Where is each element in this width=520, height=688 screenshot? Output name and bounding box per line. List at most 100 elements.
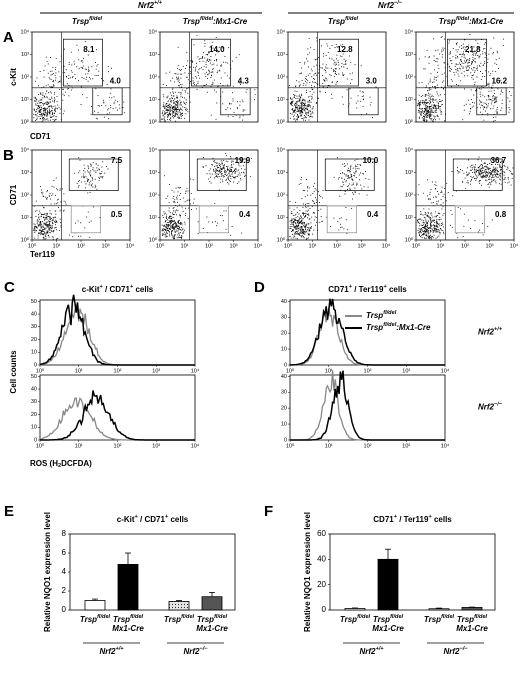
event-dot	[295, 216, 297, 218]
event-dot	[465, 66, 467, 68]
event-dot	[428, 100, 430, 102]
event-dot	[90, 164, 92, 166]
event-dot	[349, 171, 351, 173]
event-dot	[108, 96, 110, 98]
event-dot	[312, 200, 314, 201]
event-dot	[291, 105, 293, 107]
event-dot	[239, 101, 241, 103]
event-dot	[354, 173, 356, 175]
event-dot	[227, 169, 229, 171]
event-dot	[182, 197, 184, 199]
event-dot	[436, 191, 438, 192]
event-dot	[468, 172, 470, 174]
event-dot	[427, 216, 429, 218]
event-dot	[174, 81, 176, 83]
event-dot	[335, 44, 337, 46]
event-dot	[343, 166, 345, 167]
event-dot	[487, 226, 489, 228]
event-dot	[180, 96, 182, 98]
event-dot	[86, 76, 88, 78]
event-dot	[308, 214, 310, 216]
event-dot	[177, 210, 179, 212]
event-dot	[429, 231, 431, 233]
event-dot	[490, 99, 492, 101]
event-dot	[441, 86, 442, 88]
text-part: Nrf2	[138, 1, 155, 10]
event-dot	[166, 235, 168, 237]
event-dot	[204, 57, 206, 59]
event-dot	[55, 79, 56, 81]
event-dot	[490, 174, 492, 176]
event-dot	[432, 107, 434, 108]
event-dot	[227, 62, 229, 64]
event-dot	[446, 182, 448, 184]
event-dot	[162, 94, 164, 96]
event-dot	[455, 84, 457, 85]
x-tick-label: 10³	[152, 368, 160, 374]
event-dot	[45, 214, 47, 216]
event-dot	[46, 114, 48, 116]
event-dot	[431, 235, 433, 237]
event-dot	[312, 233, 314, 235]
event-dot	[499, 179, 501, 181]
event-dot	[477, 167, 479, 168]
event-dot	[219, 69, 221, 71]
event-dot	[293, 218, 295, 220]
event-dot	[171, 225, 173, 227]
event-dot	[478, 172, 480, 174]
event-dot	[437, 58, 439, 60]
event-dot	[428, 111, 430, 113]
event-dot	[301, 108, 303, 110]
text-part: Trsp	[457, 615, 474, 624]
event-dot	[219, 166, 221, 168]
event-dot	[425, 94, 427, 96]
event-dot	[89, 78, 91, 80]
event-dot	[330, 67, 332, 69]
gate	[70, 205, 101, 234]
event-dot	[52, 220, 54, 222]
event-dot	[51, 70, 53, 72]
event-dot	[231, 225, 233, 227]
event-dot	[42, 214, 44, 215]
event-dot	[430, 113, 432, 115]
event-dot	[301, 67, 303, 69]
event-dot	[488, 95, 490, 96]
event-dot	[451, 86, 453, 88]
event-dot	[184, 223, 186, 225]
event-dot	[480, 88, 482, 90]
event-dot	[169, 212, 171, 214]
event-dot	[486, 164, 488, 166]
event-dot	[428, 198, 430, 200]
event-dot	[471, 177, 473, 179]
event-dot	[212, 83, 214, 85]
event-dot	[179, 236, 181, 238]
event-dot	[294, 104, 295, 106]
event-dot	[493, 168, 495, 170]
event-dot	[235, 168, 237, 170]
event-dot	[480, 79, 482, 80]
event-dot	[46, 217, 48, 219]
event-dot	[341, 226, 343, 228]
event-dot	[474, 177, 476, 179]
text-part: Nrf2	[378, 1, 395, 10]
event-dot	[310, 222, 312, 224]
event-dot	[84, 167, 86, 169]
event-dot	[221, 169, 222, 171]
event-dot	[50, 203, 52, 205]
event-dot	[35, 215, 37, 217]
event-dot	[434, 88, 436, 90]
event-dot	[441, 223, 443, 225]
event-dot	[101, 171, 103, 172]
event-dot	[196, 35, 198, 37]
event-dot	[36, 117, 38, 119]
event-dot	[162, 235, 164, 236]
event-dot	[304, 100, 306, 102]
event-dot	[436, 225, 438, 227]
event-dot	[185, 107, 187, 109]
event-dot	[176, 106, 178, 108]
event-dot	[178, 236, 179, 238]
event-dot	[478, 174, 480, 176]
event-dot	[303, 222, 305, 224]
event-dot	[296, 211, 298, 213]
event-dot	[447, 192, 449, 194]
